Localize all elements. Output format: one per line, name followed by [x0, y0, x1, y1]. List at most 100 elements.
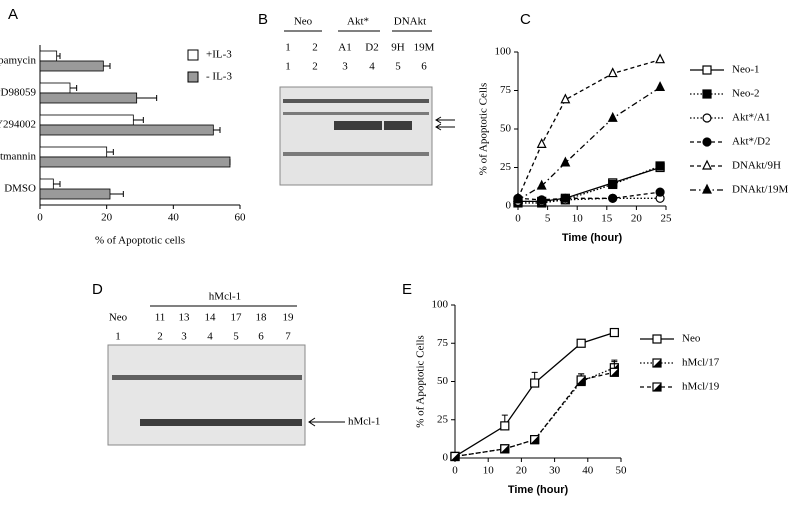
- y-tick-label: 75: [500, 84, 512, 96]
- marker: [702, 89, 712, 99]
- bar: [39, 50, 58, 62]
- bar: [39, 146, 108, 158]
- y-tick-label: 50: [437, 375, 449, 387]
- clone-label: 19M: [414, 42, 435, 54]
- bar: [39, 178, 54, 190]
- marker: [608, 193, 618, 203]
- x-tick-label: 25: [661, 213, 673, 225]
- lane-label: 2: [157, 331, 163, 343]
- x-tick-label: 20: [101, 212, 113, 224]
- marker: [608, 179, 618, 190]
- clone-label: 11: [155, 312, 166, 324]
- x-tick-label: 60: [235, 212, 247, 224]
- error-bar: [103, 63, 111, 69]
- bar: [39, 60, 104, 72]
- panel-letter: E: [402, 281, 412, 298]
- bar: [39, 124, 214, 136]
- legend-swatch: [187, 71, 199, 83]
- marker: [607, 67, 618, 78]
- x-tick-label: 40: [582, 465, 594, 477]
- x-axis-label: Time (hour): [508, 484, 569, 496]
- band-label: hMcl-1: [348, 416, 380, 428]
- legend-label: Akt*/D2: [732, 136, 771, 148]
- panel-letter: D: [92, 281, 103, 298]
- legend-label: +IL-3: [206, 49, 232, 61]
- marker: [576, 375, 586, 385]
- category-label: PD98059: [0, 87, 36, 99]
- legend-marker: [652, 334, 662, 344]
- clone-label: 9H: [391, 42, 405, 54]
- marker: [702, 113, 712, 123]
- y-tick-label: 25: [437, 413, 449, 425]
- legend-label: hMcl/19: [682, 381, 720, 393]
- legend-marker: [702, 65, 712, 75]
- bar: [39, 114, 134, 126]
- group-label: Neo: [294, 16, 313, 28]
- bar: [39, 156, 231, 168]
- category-label: Rapamycin: [0, 55, 36, 67]
- x-tick-label: 15: [601, 213, 613, 225]
- clone-label: D2: [365, 42, 378, 54]
- error-bar: [53, 181, 61, 187]
- marker: [560, 93, 571, 104]
- legend-label: hMcl/17: [682, 357, 720, 369]
- clone-label: 1: [285, 42, 291, 54]
- y-tick-label: 100: [495, 46, 512, 58]
- lane-label: 6: [258, 331, 264, 343]
- lane-label: 5: [233, 331, 239, 343]
- x-tick-label: 0: [515, 213, 521, 225]
- lane-label: 4: [369, 61, 375, 73]
- x-tick-label: 10: [483, 465, 495, 477]
- x-tick-label: 0: [452, 465, 458, 477]
- error-bar: [136, 95, 158, 101]
- blot-b-bands: [283, 99, 429, 156]
- legend-swatch: [187, 49, 199, 61]
- marker: [655, 53, 666, 64]
- legend-label: Neo: [682, 333, 701, 345]
- category-label: LY294002: [0, 119, 36, 131]
- legend-label: DNAkt/19M: [732, 184, 788, 196]
- blot-d-arrow: [308, 417, 345, 427]
- lane-label: 6: [421, 61, 427, 73]
- marker: [500, 421, 510, 431]
- legend-marker: [652, 358, 662, 368]
- line: [517, 59, 661, 199]
- y-tick-label: 50: [500, 123, 512, 135]
- x-tick-label: 20: [631, 213, 643, 225]
- marker: [513, 193, 523, 204]
- x-axis-label: Time (hour): [562, 232, 623, 244]
- marker: [702, 183, 712, 194]
- lane-label: 7: [285, 331, 291, 343]
- x-tick-label: 5: [545, 213, 551, 225]
- lane-label: 1: [115, 331, 121, 343]
- marker: [530, 378, 540, 388]
- lane-label: 1: [285, 61, 291, 73]
- clone-label: 2: [312, 42, 318, 54]
- legend-label: Akt*/A1: [732, 112, 771, 124]
- marker: [536, 179, 547, 190]
- lane-label: 2: [312, 61, 318, 73]
- error-bar: [106, 149, 114, 155]
- legend-marker: [702, 113, 712, 123]
- marker: [652, 334, 662, 344]
- marker: [609, 367, 619, 377]
- y-tick-label: 75: [437, 337, 449, 349]
- lane-label: 3: [342, 61, 348, 73]
- y-tick-label: 25: [500, 161, 512, 173]
- group-label: hMcl-1: [209, 291, 241, 303]
- marker: [655, 161, 665, 171]
- x-tick-label: 0: [37, 212, 43, 224]
- marker: [560, 193, 570, 203]
- error-bar: [110, 191, 124, 197]
- line: [517, 191, 661, 201]
- clone-label: 18: [256, 312, 268, 324]
- clone-label: 17: [231, 312, 243, 324]
- legend-marker: [702, 89, 712, 99]
- clone-label: A1: [338, 42, 351, 54]
- marker: [530, 435, 540, 445]
- marker: [537, 195, 547, 205]
- bar: [39, 82, 71, 94]
- blot-d-bands: [112, 375, 302, 426]
